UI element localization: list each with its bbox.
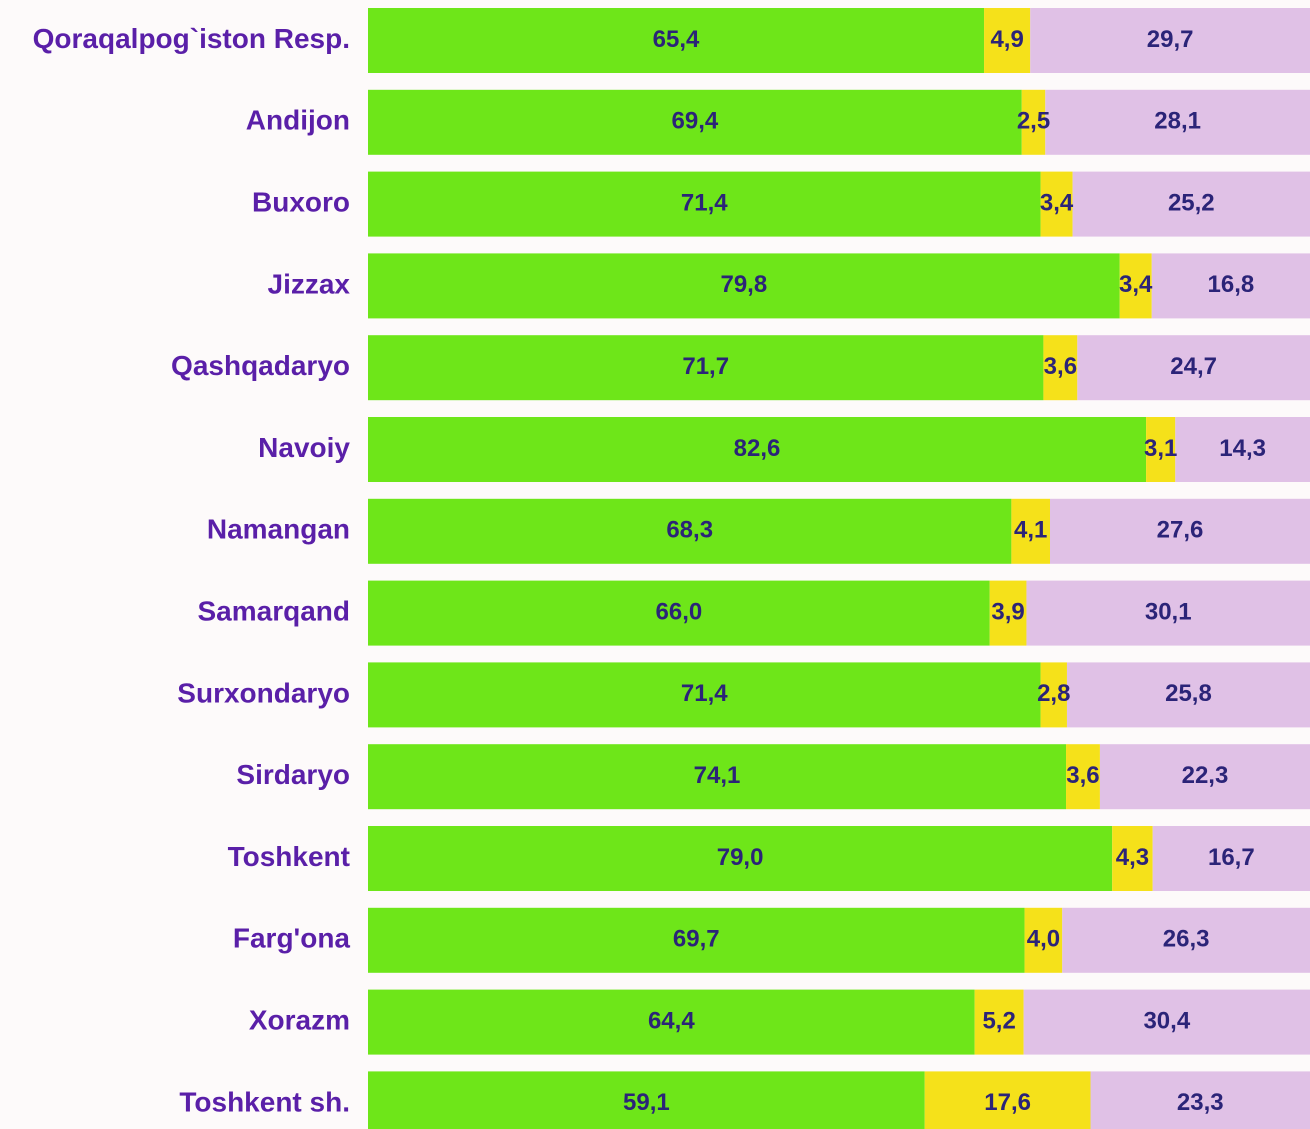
bar-segment [368,417,1147,482]
category-label: Samarqand [198,595,351,626]
category-label: Surxondaryo [177,677,350,708]
value-label: 74,1 [694,762,741,789]
value-label: 29,7 [1147,26,1194,53]
bar-segment [1090,1071,1310,1129]
value-label: 27,6 [1157,517,1204,544]
bar-segment [368,907,1025,973]
value-label: 4,0 [1027,926,1060,953]
bar-segment [368,498,1012,564]
category-label: Qashqadaryo [171,350,350,381]
bar-segment [924,1071,1091,1129]
value-label: 14,3 [1219,435,1266,462]
value-label: 79,0 [717,844,764,871]
bar-segment [1119,253,1152,319]
value-label: 30,4 [1143,1007,1190,1034]
bar-segment [1062,907,1310,973]
value-label: 16,8 [1208,271,1255,298]
category-label: Jizzax [268,268,351,299]
category-label: Qoraqalpog`iston Resp. [33,23,350,54]
bar-segment [1040,171,1073,237]
bar-segment [1152,826,1310,891]
value-label: 79,8 [720,271,767,298]
value-label: 68,3 [666,517,713,544]
value-label: 2,5 [1017,108,1050,135]
value-label: 64,4 [648,1007,695,1034]
value-label: 66,0 [656,598,703,625]
value-label: 71,7 [682,353,729,380]
bar-segment [984,8,1031,73]
bar-segment [368,662,1041,728]
bar-segment [974,989,1024,1055]
bar-segment [368,8,985,73]
value-label: 25,8 [1165,680,1212,707]
bar-segment [368,89,1022,155]
value-label: 23,3 [1177,1089,1224,1116]
bar-segment [1040,662,1067,728]
bar-segment [1023,989,1310,1055]
value-label: 3,6 [1044,353,1077,380]
bar-segment [1066,662,1310,728]
value-label: 2,8 [1037,680,1070,707]
value-label: 22,3 [1182,762,1229,789]
category-label: Andijon [246,105,350,136]
bar-segment [1066,744,1100,810]
bar-segment [368,253,1120,319]
bar-segment [368,580,990,646]
bar-segment [1030,8,1310,73]
bar-segment [1175,417,1310,482]
category-label: Toshkent [228,841,350,872]
value-label: 3,4 [1119,271,1153,298]
bar-segment [368,826,1113,891]
value-label: 17,6 [984,1089,1031,1116]
bar-segment [1151,253,1310,319]
bar-segment [1011,498,1051,564]
value-label: 24,7 [1170,353,1217,380]
value-label: 4,3 [1116,844,1149,871]
value-label: 3,6 [1066,762,1099,789]
bar-segment [1072,171,1310,237]
category-label: Xorazm [249,1004,350,1035]
value-label: 69,4 [672,108,719,135]
bar-segment [1024,907,1063,973]
value-label: 3,1 [1144,435,1177,462]
bar-segment [1021,89,1046,155]
bar-segment [1045,89,1310,155]
value-label: 82,6 [734,435,781,462]
category-label: Farg'ona [233,923,351,954]
bar-segment [1112,826,1153,891]
bar-segment [1146,417,1176,482]
value-label: 30,1 [1145,598,1192,625]
category-label: Toshkent sh. [179,1086,350,1117]
value-label: 71,4 [681,680,728,707]
value-label: 65,4 [653,26,700,53]
value-label: 16,7 [1208,844,1255,871]
category-label: Navoiy [258,432,350,463]
value-label: 69,7 [673,926,720,953]
bar-segment [368,171,1041,237]
value-label: 25,2 [1168,189,1215,216]
bar-segment [1099,744,1310,810]
bar-segment [368,335,1044,401]
category-label: Sirdaryo [236,759,350,790]
value-label: 4,9 [990,26,1023,53]
value-label: 4,1 [1014,517,1047,544]
value-label: 28,1 [1154,108,1201,135]
bar-segment [1026,580,1310,646]
value-label: 26,3 [1163,926,1210,953]
value-label: 59,1 [623,1089,670,1116]
bar-segment [368,1071,925,1129]
bar-segment [368,989,975,1055]
value-label: 5,2 [982,1007,1015,1034]
category-label: Buxoro [252,186,350,217]
bar-segment [989,580,1027,646]
value-label: 3,9 [991,598,1024,625]
bar-segment [1050,498,1310,564]
bar-segment [368,744,1067,810]
value-label: 71,4 [681,189,728,216]
value-label: 3,4 [1040,189,1074,216]
bar-segment [1043,335,1078,401]
category-label: Namangan [207,514,350,545]
bar-segment [1077,335,1310,401]
